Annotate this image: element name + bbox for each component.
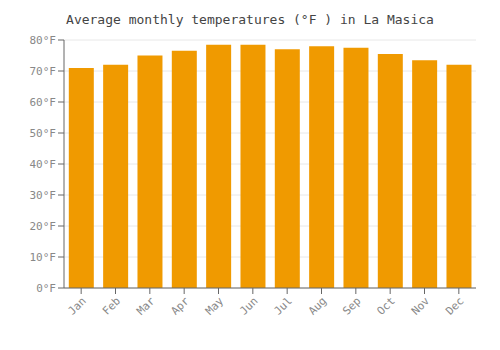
svg-text:Mar: Mar bbox=[134, 294, 158, 318]
svg-text:Nov: Nov bbox=[409, 294, 433, 318]
svg-text:Jan: Jan bbox=[66, 294, 89, 317]
svg-text:Dec: Dec bbox=[443, 294, 466, 317]
svg-text:Sep: Sep bbox=[340, 294, 363, 317]
svg-text:Aug: Aug bbox=[306, 294, 329, 317]
svg-text:10°F: 10°F bbox=[30, 251, 57, 264]
svg-text:20°F: 20°F bbox=[30, 220, 57, 233]
svg-text:40°F: 40°F bbox=[30, 158, 57, 171]
svg-text:Oct: Oct bbox=[375, 294, 398, 317]
html-text:Average monthly temperatures (: Average monthly temperatures (°F ) in La… bbox=[66, 12, 434, 27]
svg-text:Feb: Feb bbox=[100, 294, 123, 317]
svg-text:50°F: 50°F bbox=[30, 127, 57, 140]
svg-text:Jun: Jun bbox=[237, 294, 260, 317]
svg-text:May: May bbox=[203, 294, 227, 318]
svg-text:0°F: 0°F bbox=[36, 282, 56, 295]
svg-text:60°F: 60°F bbox=[30, 96, 57, 109]
svg-text:70°F: 70°F bbox=[30, 65, 57, 78]
svg-text:80°F: 80°F bbox=[30, 34, 57, 47]
svg-text:Apr: Apr bbox=[169, 294, 193, 318]
svg-text:Jul: Jul bbox=[272, 294, 295, 317]
svg-text:30°F: 30°F bbox=[30, 189, 57, 202]
